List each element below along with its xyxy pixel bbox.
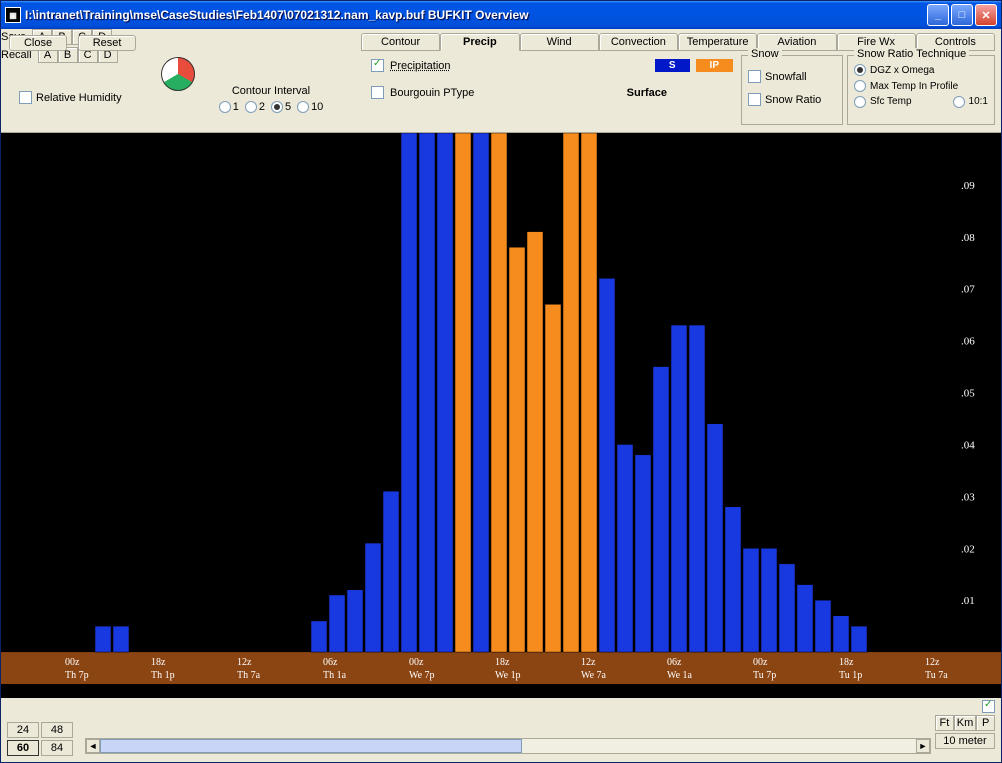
reset-button[interactable]: Reset — [78, 35, 136, 51]
svg-text:We 7a: We 7a — [581, 670, 607, 681]
svg-text:.02: .02 — [961, 543, 975, 555]
relative-humidity-checkbox[interactable] — [19, 91, 32, 104]
hours-84-button[interactable]: 84 — [41, 740, 73, 756]
unit-p-button[interactable]: P — [976, 715, 995, 731]
hours-24-button[interactable]: 24 — [7, 722, 39, 738]
svg-text:00z: 00z — [409, 657, 424, 668]
interval-1-label: 1 — [233, 101, 239, 113]
interval-5-label: 5 — [285, 101, 291, 113]
snow-group: Snow Snowfall Snow Ratio — [741, 55, 843, 125]
svg-text:Th 1a: Th 1a — [323, 670, 347, 681]
tab-wind[interactable]: Wind — [520, 33, 599, 51]
svg-text:We 1p: We 1p — [495, 670, 521, 681]
svg-text:.06: .06 — [961, 336, 975, 348]
precipitation-label: Precipitation — [390, 60, 451, 72]
svg-text:12z: 12z — [237, 657, 252, 668]
hours-60-button[interactable]: 60 — [7, 740, 39, 756]
minimize-button[interactable]: _ — [927, 4, 949, 26]
surface-label: Surface — [627, 87, 667, 99]
bourgouin-checkbox[interactable] — [371, 86, 384, 99]
svg-text:Tu 1p: Tu 1p — [839, 670, 862, 681]
svg-text:18z: 18z — [495, 657, 510, 668]
svg-text:Th 1p: Th 1p — [151, 670, 175, 681]
svg-text:12z: 12z — [581, 657, 596, 668]
interval-2-radio[interactable] — [245, 101, 257, 113]
tab-precip[interactable]: Precip — [440, 33, 519, 51]
snowratio-label: Snow Ratio — [765, 94, 821, 106]
interval-10-label: 10 — [311, 101, 323, 113]
scroll-right-arrow[interactable]: ► — [916, 739, 930, 753]
wdtb-logo-icon — [161, 57, 195, 91]
svg-text:06z: 06z — [667, 657, 682, 668]
svg-text:Th 7a: Th 7a — [237, 670, 261, 681]
chart-area: .09 .08 .07 .06 .05 .04 .03 .02 .01 00z Th 7p 18z Th… — [1, 133, 1001, 698]
srt-max-temp-in-profile-radio[interactable] — [854, 80, 866, 92]
interval-1-radio[interactable] — [219, 101, 231, 113]
precipitation-checkbox[interactable] — [371, 59, 384, 72]
svg-text:00z: 00z — [753, 657, 768, 668]
srt-10-1-radio[interactable] — [953, 96, 965, 108]
svg-text:.04: .04 — [961, 439, 975, 451]
hours-48-button[interactable]: 48 — [41, 722, 73, 738]
precip-chart: .09 .08 .07 .06 .05 .04 .03 .02 .01 00z Th 7p 18z Th… — [1, 133, 1001, 698]
svg-text:Th 7p: Th 7p — [65, 670, 89, 681]
svg-text:Tu 7p: Tu 7p — [753, 670, 776, 681]
meter-label: 10 meter — [935, 733, 995, 749]
svg-text:12z: 12z — [925, 657, 940, 668]
srt-legend: Snow Ratio Technique — [854, 48, 969, 60]
srt-sfc-temp-radio[interactable] — [854, 96, 866, 108]
bourgouin-label: Bourgouin PType — [390, 87, 474, 99]
bottom-bar: 24486084 ◄ ► FtKmP 10 meter — [1, 698, 1001, 762]
window-close-button[interactable]: ✕ — [975, 4, 997, 26]
svg-text:18z: 18z — [839, 657, 854, 668]
swatch-s: S — [655, 59, 690, 72]
tab-temperature[interactable]: Temperature — [678, 33, 757, 51]
svg-text:.07: .07 — [961, 284, 975, 296]
scroll-left-arrow[interactable]: ◄ — [86, 739, 100, 753]
relative-humidity-label: Relative Humidity — [36, 92, 122, 104]
close-button[interactable]: Close — [9, 35, 67, 51]
snowfall-checkbox[interactable] — [748, 70, 761, 83]
tab-contour[interactable]: Contour — [361, 33, 440, 51]
window-title: I:\intranet\Training\mse\CaseStudies\Feb… — [25, 8, 927, 22]
maximize-button[interactable]: □ — [951, 4, 973, 26]
scroll-thumb[interactable] — [100, 739, 522, 753]
srt-dgz-x-omega-radio[interactable] — [854, 64, 866, 76]
unit-km-button[interactable]: Km — [954, 715, 977, 731]
swatch-ip: IP — [696, 59, 733, 72]
time-scrollbar[interactable]: ◄ ► — [85, 738, 931, 754]
toolbar: Close Reset Save ABCD Recall ABCD Relati… — [1, 29, 1001, 133]
svg-text:.05: .05 — [961, 388, 975, 400]
titlebar: ▦ I:\intranet\Training\mse\CaseStudies\F… — [1, 1, 1001, 29]
interval-2-label: 2 — [259, 101, 265, 113]
svg-text:06z: 06z — [323, 657, 338, 668]
interval-5-radio[interactable] — [271, 101, 283, 113]
unit-ft-button[interactable]: Ft — [935, 715, 954, 731]
svg-text:We 1a: We 1a — [667, 670, 693, 681]
svg-text:We 7p: We 7p — [409, 670, 435, 681]
contour-interval-label: Contour Interval — [201, 85, 341, 97]
svg-text:.09: .09 — [961, 180, 975, 192]
svg-text:.03: .03 — [961, 491, 975, 503]
snowfall-label: Snowfall — [765, 71, 807, 83]
snowratio-checkbox[interactable] — [748, 93, 761, 106]
svg-text:.08: .08 — [961, 232, 975, 244]
svg-text:.01: .01 — [961, 595, 975, 607]
svg-text:Tu 7a: Tu 7a — [925, 670, 948, 681]
svg-text:18z: 18z — [151, 657, 166, 668]
app-icon: ▦ — [5, 7, 21, 23]
snow-ratio-technique-group: Snow Ratio Technique DGZ x OmegaMax Temp… — [847, 55, 995, 125]
interval-10-radio[interactable] — [297, 101, 309, 113]
svg-text:00z: 00z — [65, 657, 80, 668]
precip-panel: Precipitation S IP Bourgouin PType Surfa… — [363, 53, 733, 127]
right-checkbox[interactable] — [982, 700, 995, 713]
tab-convection[interactable]: Convection — [599, 33, 678, 51]
snow-legend: Snow — [748, 48, 782, 60]
